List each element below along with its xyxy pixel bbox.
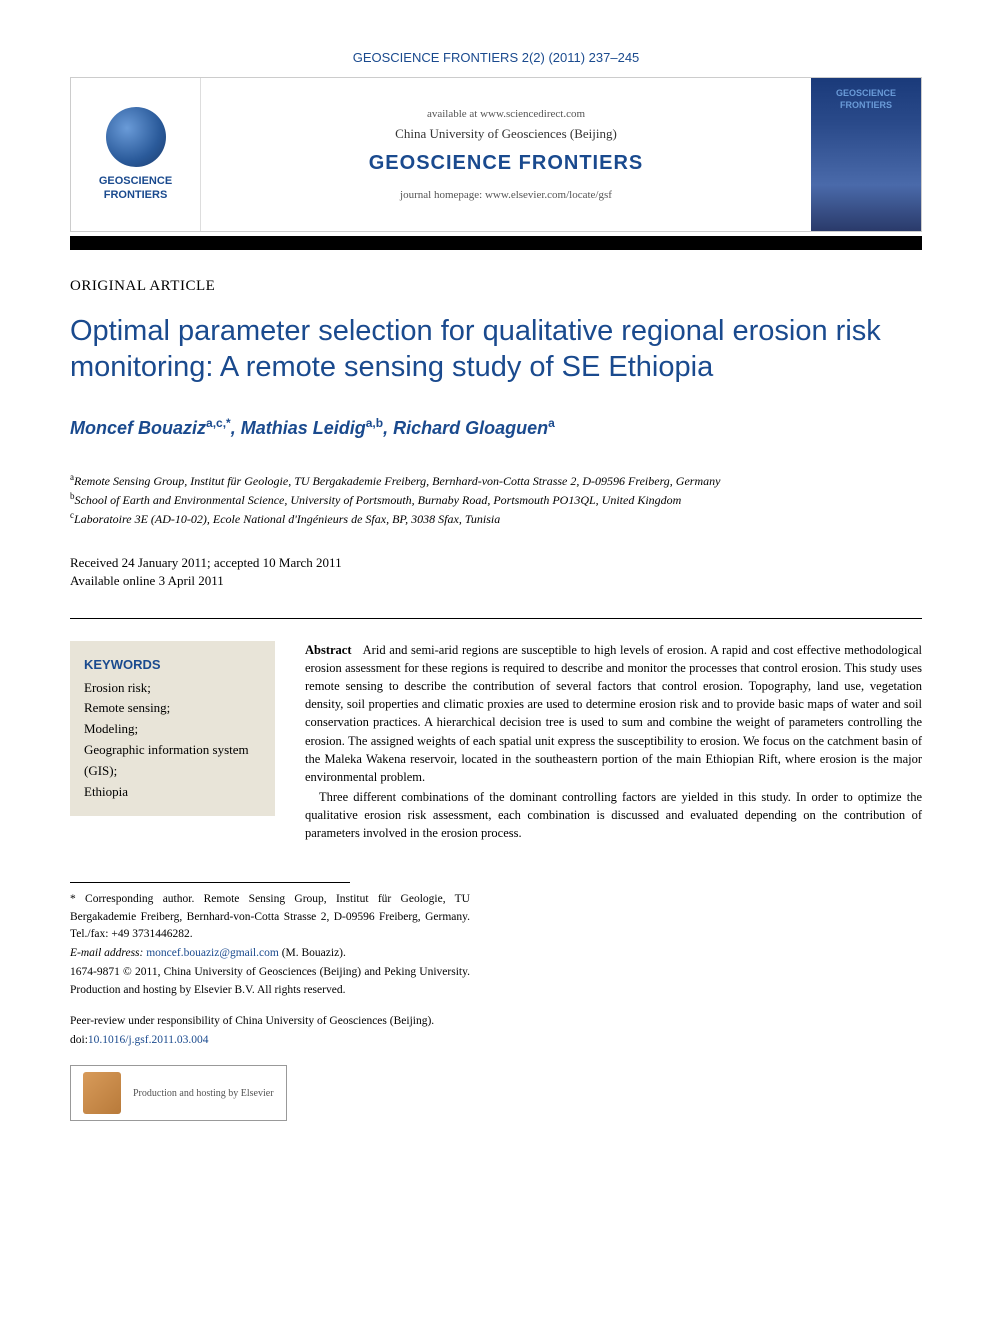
copyright-line: 1674-9871 © 2011, China University of Ge… — [70, 964, 470, 999]
keyword-item: Erosion risk; — [84, 678, 261, 699]
author-3: Richard Gloaguen — [393, 418, 548, 438]
journal-header-box: GEOSCIENCE FRONTIERS available at www.sc… — [70, 77, 922, 232]
email-author-ref: (M. Bouaziz). — [282, 947, 346, 959]
divider-line — [70, 618, 922, 619]
keyword-item: Modeling; — [84, 719, 261, 740]
author-2-sup: a,b — [366, 416, 383, 430]
elsevier-logo-icon — [83, 1072, 121, 1114]
affiliation-a-text: Remote Sensing Group, Institut für Geolo… — [74, 474, 720, 488]
production-box: Production and hosting by Elsevier — [70, 1065, 287, 1121]
logo-text: GEOSCIENCE FRONTIERS — [81, 175, 190, 201]
university-name: China University of Geosciences (Beijing… — [395, 126, 617, 142]
received-accepted-date: Received 24 January 2011; accepted 10 Ma… — [70, 554, 922, 572]
article-title: Optimal parameter selection for qualitat… — [70, 313, 922, 386]
abstract-para-2: Three different combinations of the domi… — [305, 788, 922, 842]
production-text: Production and hosting by Elsevier — [133, 1088, 274, 1099]
keywords-box: KEYWORDS Erosion risk; Remote sensing; M… — [70, 641, 275, 817]
online-date: Available online 3 April 2011 — [70, 572, 922, 590]
affiliation-b: bSchool of Earth and Environmental Scien… — [70, 490, 922, 509]
author-3-sup: a — [548, 416, 555, 430]
affiliation-c-text: Laboratoire 3E (AD-10-02), Ecole Nationa… — [74, 512, 500, 526]
author-1-sup: a,c,* — [206, 416, 231, 430]
keywords-heading: KEYWORDS — [84, 655, 261, 676]
affiliation-c: cLaboratoire 3E (AD-10-02), Ecole Nation… — [70, 509, 922, 528]
affiliation-b-text: School of Earth and Environmental Scienc… — [75, 493, 682, 507]
abstract-column: Abstract Arid and semi-arid regions are … — [305, 641, 922, 842]
doi-line: doi:10.1016/j.gsf.2011.03.004 — [70, 1032, 470, 1049]
cover-text: GEOSCIENCE FRONTIERS — [811, 88, 921, 111]
article-dates: Received 24 January 2011; accepted 10 Ma… — [70, 554, 922, 590]
globe-icon — [106, 107, 166, 167]
citation-line: GEOSCIENCE FRONTIERS 2(2) (2011) 237–245 — [70, 50, 922, 65]
footer-divider — [70, 882, 350, 883]
affiliation-a: aRemote Sensing Group, Institut für Geol… — [70, 471, 922, 490]
article-type: ORIGINAL ARTICLE — [70, 278, 922, 295]
header-center: available at www.sciencedirect.com China… — [201, 78, 811, 231]
author-sep: , — [231, 418, 241, 438]
journal-title: GEOSCIENCE FRONTIERS — [369, 152, 643, 175]
email-line: E-mail address: moncef.bouaziz@gmail.com… — [70, 945, 470, 962]
corresponding-author: * Corresponding author. Remote Sensing G… — [70, 891, 470, 943]
doi-link[interactable]: 10.1016/j.gsf.2011.03.004 — [88, 1034, 209, 1046]
keyword-item: Geographic information system (GIS); — [84, 740, 261, 782]
keyword-item: Remote sensing; — [84, 698, 261, 719]
abstract-para-1: Abstract Arid and semi-arid regions are … — [305, 641, 922, 786]
journal-cover-thumbnail: GEOSCIENCE FRONTIERS — [811, 78, 921, 231]
abstract-heading: Abstract — [305, 643, 352, 657]
abstract-text-1: Arid and semi-arid regions are susceptib… — [305, 643, 922, 784]
journal-logo-left: GEOSCIENCE FRONTIERS — [71, 78, 201, 231]
author-1: Moncef Bouaziz — [70, 418, 206, 438]
affiliations: aRemote Sensing Group, Institut für Geol… — [70, 471, 922, 528]
doi-label: doi: — [70, 1034, 88, 1046]
separator-bar — [70, 236, 922, 250]
keyword-item: Ethiopia — [84, 782, 261, 803]
email-link[interactable]: moncef.bouaziz@gmail.com — [146, 947, 279, 959]
content-row: KEYWORDS Erosion risk; Remote sensing; M… — [70, 641, 922, 842]
author-2: Mathias Leidig — [241, 418, 366, 438]
journal-homepage: journal homepage: www.elsevier.com/locat… — [400, 189, 612, 201]
peer-review-line: Peer-review under responsibility of Chin… — [70, 1013, 470, 1030]
article-page: GEOSCIENCE FRONTIERS 2(2) (2011) 237–245… — [0, 0, 992, 1161]
available-at: available at www.sciencedirect.com — [427, 108, 585, 120]
author-sep: , — [383, 418, 393, 438]
email-label: E-mail address: — [70, 947, 143, 959]
authors-line: Moncef Bouaziza,c,*, Mathias Leidiga,b, … — [70, 416, 922, 439]
